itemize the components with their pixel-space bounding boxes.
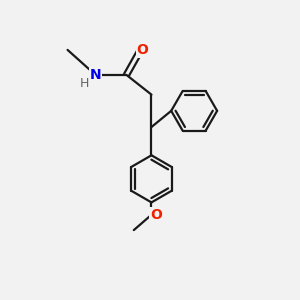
Text: O: O: [137, 43, 148, 57]
Text: H: H: [80, 77, 89, 90]
Text: O: O: [150, 208, 162, 222]
Text: N: N: [90, 68, 101, 82]
